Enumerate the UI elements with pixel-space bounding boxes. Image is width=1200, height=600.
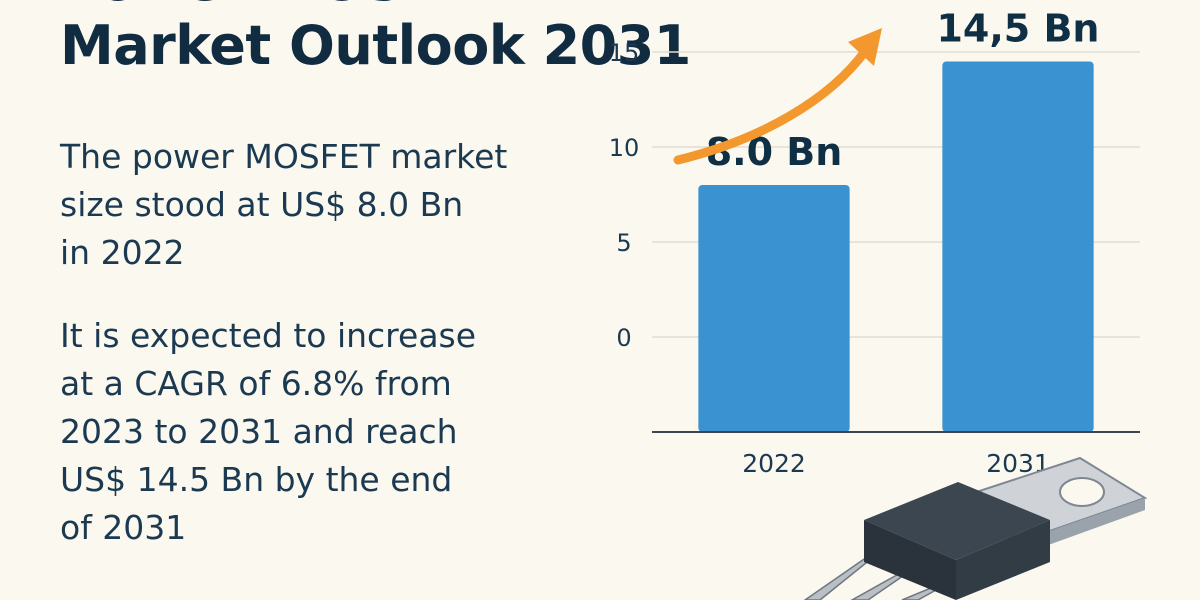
y-axis-ticks: 0 5 10 15 (609, 39, 640, 352)
y-tick-label: 15 (609, 39, 640, 67)
forecast-paragraph: It is expected to increase at a CAGR of … (60, 312, 476, 552)
paragraph-line: in 2022 (60, 233, 185, 272)
trend-arrow-icon (673, 28, 882, 165)
data-labels: 8.0 Bn 14,5 Bn (706, 7, 1100, 175)
paragraph-line: It is expected to increase (60, 316, 477, 355)
mosfet-transistor-icon (803, 456, 1148, 600)
y-tick-label: 10 (609, 134, 640, 162)
x-axis-ticks: 2022 2031 (742, 449, 1050, 478)
y-tick-label: 5 (616, 229, 631, 257)
data-label: 8.0 Bn (706, 130, 843, 174)
paragraph-line: 2023 to 2031 and reach (60, 412, 458, 451)
paragraph-line: US$ 14.5 Bn by the end (60, 460, 453, 499)
market-size-paragraph: The power MOSFET market size stood at US… (60, 133, 507, 277)
x-tick-label: 2022 (742, 449, 806, 478)
paragraph-line: of 2031 (60, 508, 187, 547)
paragraph-line: The power MOSFET market (60, 137, 508, 176)
title-line-1: Power MOSFET (60, 0, 691, 14)
y-tick-label: 0 (616, 324, 631, 352)
bar-2031 (942, 61, 1094, 432)
bars (698, 61, 1094, 432)
data-label: 14,5 Bn (936, 7, 1099, 51)
paragraph-line: at a CAGR of 6.8% from (60, 364, 452, 403)
bar-2022 (698, 185, 850, 432)
title-line-2: Market Outlook 2031 (60, 14, 691, 77)
page-title: Power MOSFET Market Outlook 2031 (60, 0, 691, 78)
paragraph-line: size stood at US$ 8.0 Bn (60, 185, 464, 224)
